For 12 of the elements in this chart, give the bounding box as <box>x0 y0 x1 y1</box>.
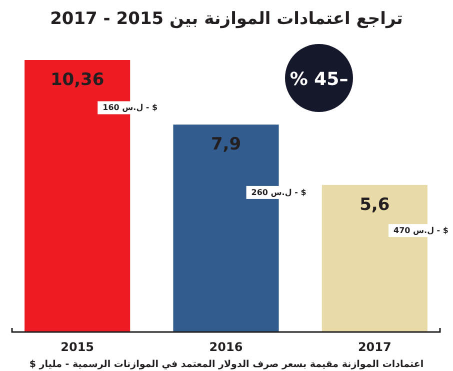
annotation: 260 ل.س - $ <box>251 188 307 197</box>
title: تراجع اعتمادات الموازنة بين 2015 - 2017 <box>50 9 403 29</box>
annotation: 160 ل.س - $ <box>102 103 158 112</box>
x-tick-label: 2015 <box>60 340 94 354</box>
annotation: –45 % <box>290 69 348 90</box>
annotation: 470 ل.س - $ <box>394 226 449 236</box>
annotation: اعتمادات الموازنة مقيمة بسعر صرف الدولار المعتمد في الموازنات الرسمية - مليار $ <box>29 359 424 370</box>
value-label: 5,6 <box>360 194 390 215</box>
value-label: 10,36 <box>50 70 104 90</box>
x-tick-label: 2016 <box>209 340 243 354</box>
x-tick-label: 2017 <box>358 340 392 354</box>
value-label: 7,9 <box>210 134 242 155</box>
